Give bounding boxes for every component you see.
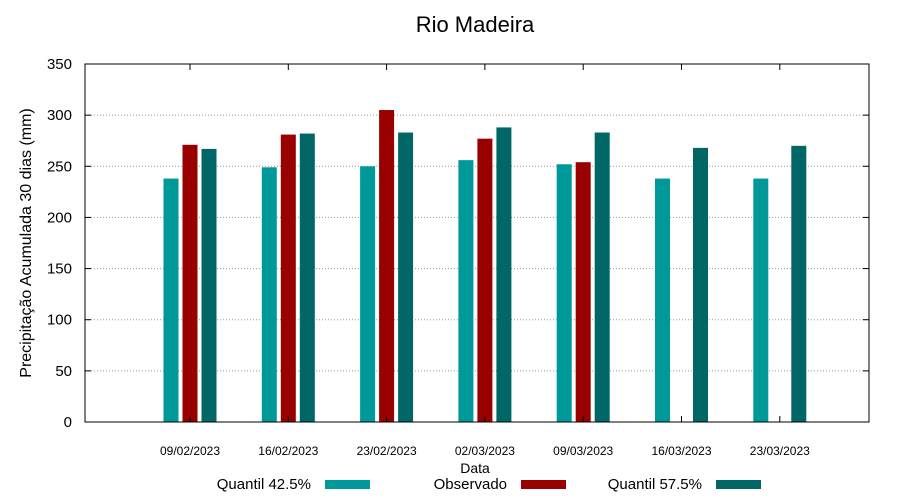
x-tick-label: 23/02/2023	[357, 444, 417, 458]
y-tick-label: 350	[47, 56, 72, 73]
y-axis: 0 50 100 150 200 250 300 350	[47, 56, 869, 431]
bar-quantil-57-5--5	[693, 147, 708, 423]
bar-quantil-57-5--3	[496, 127, 512, 422]
x-tick-label: 16/03/2023	[651, 444, 711, 458]
bar-quantil-57-5--0	[201, 148, 217, 422]
bars	[163, 110, 807, 423]
x-tick-label: 23/03/2023	[750, 444, 810, 458]
bar-observado-4	[575, 162, 591, 423]
y-tick-label: 0	[64, 414, 72, 431]
y-tick-label: 50	[55, 363, 72, 380]
legend-swatch	[325, 480, 370, 489]
legend-label: Quantil 57.5%	[608, 476, 702, 493]
x-tick-label: 02/03/2023	[455, 444, 515, 458]
y-axis-label: Precipitação Acumulada 30 dias (mm)	[18, 108, 35, 377]
bar-quantil-42-5--4	[556, 164, 572, 423]
bar-quantil-42-5--5	[655, 178, 670, 422]
x-tick-label: 09/02/2023	[160, 444, 220, 458]
x-tick-label: 16/02/2023	[258, 444, 318, 458]
x-axis-label: Data	[460, 460, 490, 476]
legend-swatch	[521, 480, 566, 489]
y-tick-label: 250	[47, 158, 72, 175]
bar-quantil-42-5--6	[753, 178, 769, 422]
x-tick-label: 09/03/2023	[553, 444, 613, 458]
bar-observado-0	[182, 144, 198, 422]
y-tick-label: 300	[47, 107, 72, 124]
y-tick-label: 150	[47, 261, 72, 278]
y-tick-label: 200	[47, 209, 72, 226]
bar-quantil-42-5--3	[458, 160, 474, 423]
plot-frame	[84, 63, 870, 423]
bar-quantil-42-5--2	[360, 166, 376, 422]
bar-observado-1	[280, 134, 296, 422]
legend: Quantil 42.5% Observado Quantil 57.5%	[217, 476, 761, 493]
chart-title: Rio Madeira	[416, 12, 535, 37]
bar-quantil-57-5--4	[594, 132, 610, 422]
bar-observado-2	[379, 110, 395, 423]
x-axis: 09/02/2023 16/02/2023 23/02/2023 02/03/2023…	[160, 64, 810, 458]
y-tick-label: 100	[47, 312, 72, 329]
legend-label: Observado	[434, 476, 507, 493]
bar-quantil-57-5--2	[398, 132, 414, 422]
legend-label: Quantil 42.5%	[217, 476, 311, 493]
legend-swatch	[716, 480, 761, 489]
bar-quantil-42-5--0	[163, 178, 179, 422]
bar-quantil-42-5--1	[261, 167, 277, 422]
bar-observado-3	[477, 138, 493, 422]
bar-quantil-57-5--1	[299, 133, 315, 422]
bar-quantil-57-5--6	[791, 145, 807, 423]
